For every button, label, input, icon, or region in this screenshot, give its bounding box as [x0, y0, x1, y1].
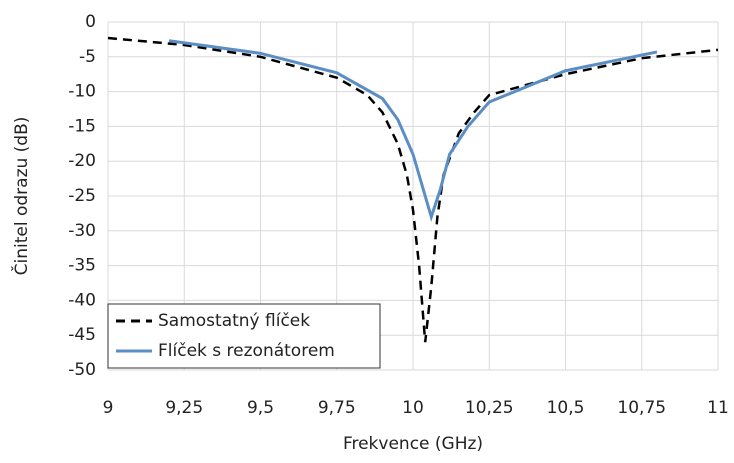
x-tick-label: 10,75 — [617, 398, 666, 418]
legend-label: Samostatný flíček — [158, 311, 310, 331]
y-tick-label: 0 — [85, 12, 96, 32]
y-tick-label: -40 — [68, 290, 96, 310]
y-tick-label: -20 — [68, 151, 96, 171]
y-tick-label: -45 — [68, 325, 96, 345]
x-tick-label: 10,25 — [465, 398, 514, 418]
x-tick-label: 10 — [402, 398, 424, 418]
y-axis-label: Činitel odrazu (dB) — [10, 117, 32, 276]
y-tick-label: -10 — [68, 82, 96, 102]
y-tick-label: -30 — [68, 221, 96, 241]
x-tick-label: 9,5 — [247, 398, 274, 418]
y-tick-label: -50 — [68, 360, 96, 380]
line-series — [107, 36, 719, 343]
x-tick-label: 10,5 — [547, 398, 585, 418]
x-tick-label: 9,75 — [318, 398, 356, 418]
legend-label: Flíček s rezonátorem — [158, 341, 335, 361]
x-axis-label: Frekvence (GHz) — [343, 434, 483, 454]
legend-box — [107, 303, 381, 369]
y-tick-label: -15 — [68, 116, 96, 136]
y-tick-label: -5 — [79, 47, 96, 67]
line-series — [168, 39, 658, 222]
y-tick-label: -25 — [68, 186, 96, 206]
x-tick-label: 11 — [707, 398, 729, 418]
x-tick-label: 9,25 — [165, 398, 203, 418]
x-tick-label: 9 — [103, 398, 114, 418]
y-tick-label: -35 — [68, 256, 96, 276]
